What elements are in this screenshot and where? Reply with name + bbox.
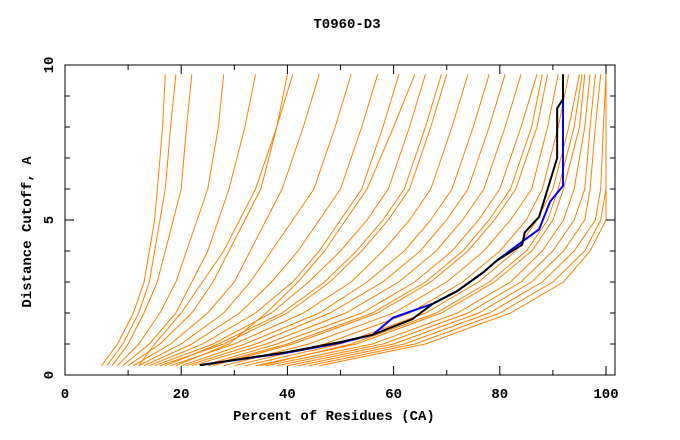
model-series-line	[106, 74, 177, 366]
model-series-line	[117, 74, 225, 367]
model-series-line	[159, 74, 448, 367]
model-series-line	[122, 74, 257, 367]
model-series-line	[127, 74, 288, 367]
x-tick-label: 40	[279, 387, 296, 403]
model-series-line	[223, 74, 559, 367]
model-series-line	[154, 74, 426, 367]
highlight-series-black	[199, 74, 564, 367]
model-series-line	[133, 74, 320, 367]
model-series-line	[297, 74, 607, 367]
model-series-line	[181, 74, 490, 367]
y-tick-label: 0	[42, 371, 58, 379]
model-series-line	[207, 74, 543, 367]
y-axis-label: Distance Cutoff, A	[20, 156, 36, 308]
model-series-line	[170, 74, 469, 367]
model-series-line	[255, 74, 586, 367]
plot-area	[101, 74, 607, 367]
model-series-line	[143, 74, 379, 367]
model-series-line	[234, 74, 570, 367]
y-tick-label: 5	[42, 216, 58, 224]
model-series-line	[260, 74, 583, 367]
x-axis-label: Percent of Residues (CA)	[233, 409, 435, 425]
model-series-line	[191, 74, 522, 367]
model-series-line	[138, 74, 352, 367]
model-series-line	[175, 74, 416, 367]
y-tick-label: 10	[42, 57, 58, 74]
model-series-line	[266, 74, 591, 367]
chart-title: T0960-D3	[313, 17, 380, 33]
x-tick-label: 100	[593, 387, 618, 403]
axes: 0 20 40 60 80 100 0 5 10	[42, 57, 619, 403]
model-series-line	[165, 74, 442, 367]
model-series-line	[202, 74, 538, 367]
x-tick-label: 60	[385, 387, 402, 403]
model-series-line	[138, 74, 294, 366]
x-tick-label: 20	[173, 387, 190, 403]
highlight-series-blue	[199, 96, 564, 367]
x-tick-label: 80	[491, 387, 508, 403]
model-series-line	[212, 74, 549, 367]
model-series-line	[101, 74, 166, 366]
model-series-line	[276, 74, 596, 367]
model-series-line	[287, 74, 602, 367]
x-tick-label: 0	[61, 387, 69, 403]
model-series-line	[149, 74, 400, 367]
model-series-line	[186, 74, 506, 367]
model-series-line	[111, 74, 193, 366]
model-series-line	[319, 74, 607, 367]
